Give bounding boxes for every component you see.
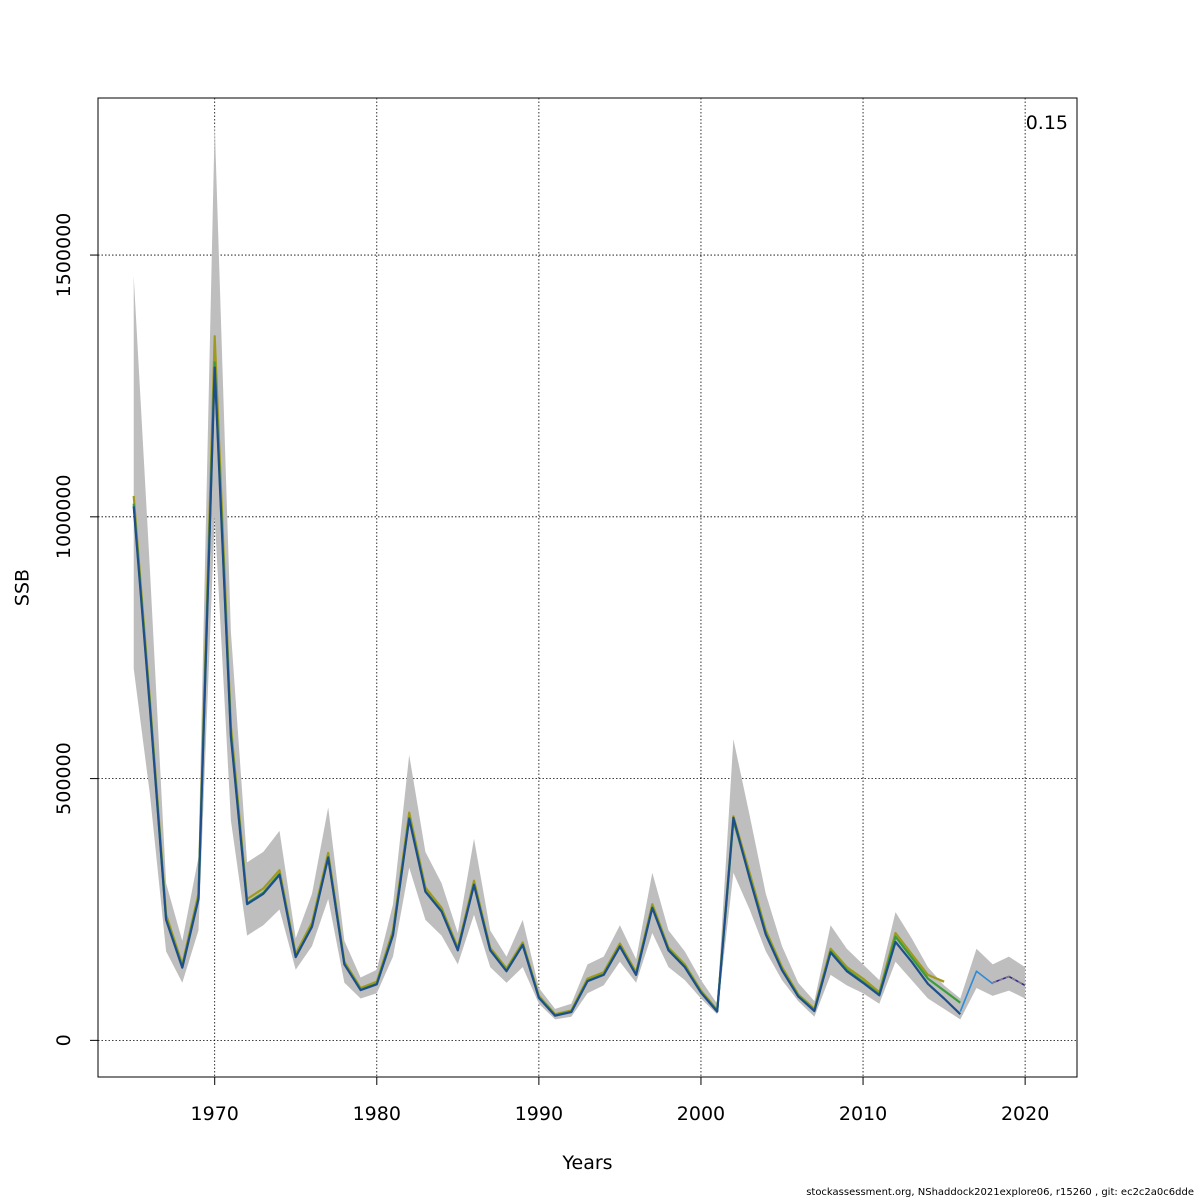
y-axis: 0 500000 1000000 1500000: [53, 213, 99, 1046]
y-axis-title: SSB: [12, 569, 34, 606]
series-line-3: [132, 366, 962, 1017]
x-axis-title: Years: [561, 1152, 612, 1174]
x-tick-label: 1970: [191, 1103, 239, 1125]
y-tick-label: 0: [53, 1034, 75, 1046]
footer-credit: stockassessment.org, NShaddock2021explor…: [806, 1187, 1194, 1198]
x-tick-label: 1980: [353, 1103, 401, 1125]
x-tick-label: 2010: [839, 1103, 887, 1125]
series-line-4: [959, 970, 994, 1012]
y-tick-label: 1000000: [53, 475, 75, 560]
x-tick-label: 2020: [1001, 1103, 1049, 1125]
grid-lines: [98, 98, 1077, 1077]
series-line-forecast-dash: [992, 975, 1026, 986]
x-tick-label: 2000: [677, 1103, 725, 1125]
y-tick-label: 500000: [53, 742, 75, 815]
y-tick-label: 1500000: [53, 213, 75, 298]
plot-frame: [97, 97, 1078, 1078]
x-axis: 1970 1980 1990 2000 2010 2020: [191, 1076, 1049, 1125]
series-lines: [132, 335, 1026, 1017]
x-tick-label: 1990: [515, 1103, 563, 1125]
corner-label: 0.15: [1026, 112, 1068, 134]
